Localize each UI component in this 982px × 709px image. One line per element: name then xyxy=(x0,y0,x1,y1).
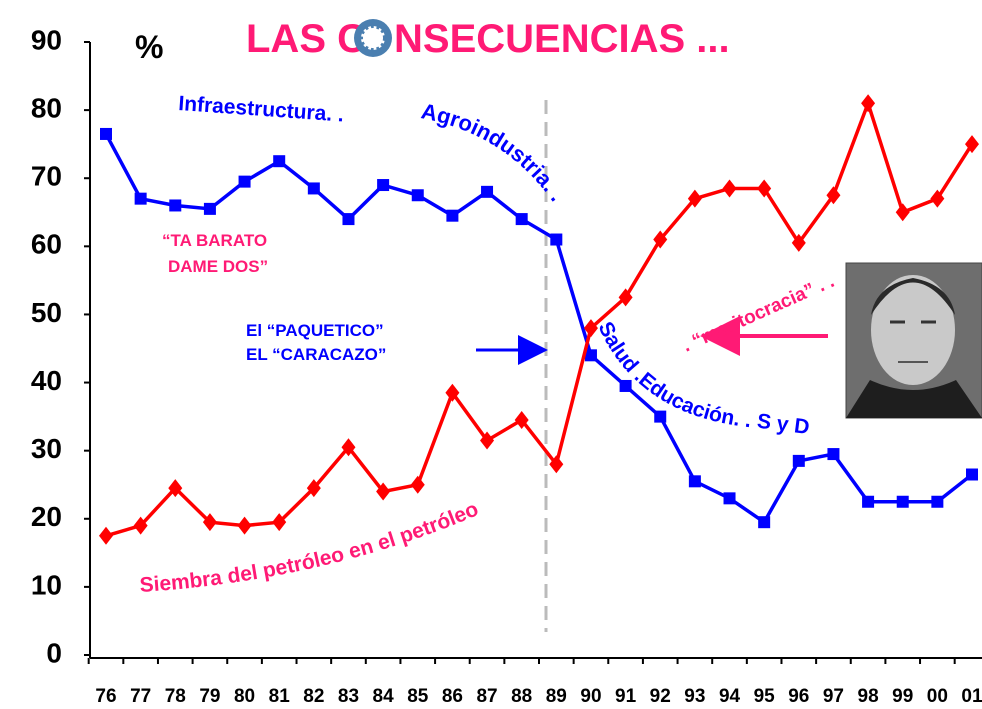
annotation: . “meritocracia” . . xyxy=(679,271,837,357)
y-tick-label: 20 xyxy=(31,501,62,532)
marker xyxy=(308,182,320,194)
annotation: Siembra del petróleo en el petróleo xyxy=(139,497,482,597)
x-tick-label: 98 xyxy=(858,686,879,707)
marker xyxy=(99,527,113,545)
marker xyxy=(238,517,252,535)
marker xyxy=(411,476,425,494)
marker xyxy=(239,176,251,188)
x-tick-label: 79 xyxy=(199,686,220,707)
photo xyxy=(846,263,982,418)
x-tick-label: 80 xyxy=(234,686,255,707)
x-tick-label: 97 xyxy=(823,686,844,707)
y-label: % xyxy=(135,29,163,65)
marker xyxy=(862,496,874,508)
y-tick-label: 0 xyxy=(46,637,62,668)
x-tick-label: 01 xyxy=(961,686,982,707)
y-tick-label: 40 xyxy=(31,365,62,396)
marker xyxy=(516,213,528,225)
x-tick-label: 89 xyxy=(546,686,567,707)
marker xyxy=(169,199,181,211)
x-tick-label: 99 xyxy=(892,686,913,707)
y-tick-label: 70 xyxy=(31,161,62,192)
marker xyxy=(654,411,666,423)
x-tick-label: 90 xyxy=(580,686,601,707)
annotation: EL “CARACAZO” xyxy=(246,345,386,364)
marker xyxy=(135,193,147,205)
x-tick-label: 87 xyxy=(476,686,497,707)
marker xyxy=(342,213,354,225)
x-tick-label: 94 xyxy=(719,686,741,707)
x-tick-label: 85 xyxy=(407,686,429,707)
y-tick-label: 50 xyxy=(31,297,62,328)
y-tick-label: 60 xyxy=(31,229,62,260)
marker xyxy=(446,210,458,222)
annotation: DAME DOS” xyxy=(168,257,268,276)
marker xyxy=(966,469,978,481)
x-tick-label: 77 xyxy=(130,686,151,707)
annotation: Infraestructura. . xyxy=(178,92,345,127)
y-tick-label: 80 xyxy=(31,93,62,124)
x-tick-label: 93 xyxy=(684,686,705,707)
y-tick-label: 10 xyxy=(31,569,62,600)
marker xyxy=(204,203,216,215)
x-tick-label: 83 xyxy=(338,686,359,707)
marker xyxy=(689,475,701,487)
annotation: El “PAQUETICO” xyxy=(246,321,384,340)
marker xyxy=(827,448,839,460)
y-tick-label: 30 xyxy=(31,433,62,464)
annotation-text: Siembra del petróleo en el petróleo xyxy=(139,497,482,597)
x-tick-label: 88 xyxy=(511,686,532,707)
marker xyxy=(793,455,805,467)
title-part: NSECUENCIAS ... xyxy=(394,17,730,61)
chart: LAS C NSECUENCIAS ... % 0102030405060708… xyxy=(0,0,982,709)
marker xyxy=(896,203,910,221)
title-logo xyxy=(354,19,392,57)
marker xyxy=(861,94,875,112)
marker xyxy=(897,496,909,508)
marker xyxy=(620,380,632,392)
x-tick-label: 81 xyxy=(269,686,291,707)
marker xyxy=(758,516,770,528)
x-tick-label: 84 xyxy=(373,686,395,707)
marker xyxy=(377,179,389,191)
x-tick-label: 82 xyxy=(303,686,324,707)
x-tick-label: 86 xyxy=(442,686,463,707)
marker xyxy=(100,128,112,140)
marker xyxy=(931,496,943,508)
marker xyxy=(412,189,424,201)
x-tick-label: 78 xyxy=(165,686,186,707)
marker xyxy=(724,492,736,504)
x-tick-label: 92 xyxy=(650,686,671,707)
title-part: LAS C xyxy=(246,17,366,61)
marker xyxy=(481,186,493,198)
marker xyxy=(723,179,737,197)
x-tick-label: 96 xyxy=(788,686,809,707)
marker xyxy=(550,234,562,246)
marker xyxy=(273,155,285,167)
x-tick-label: 91 xyxy=(615,686,637,707)
x-tick-label: 76 xyxy=(95,686,116,707)
y-tick-label: 90 xyxy=(31,24,62,55)
series-line xyxy=(106,134,972,522)
x-tick-label: 95 xyxy=(754,686,776,707)
x-tick-label: 00 xyxy=(927,686,948,707)
annotation: “TA BARATO xyxy=(162,231,267,250)
